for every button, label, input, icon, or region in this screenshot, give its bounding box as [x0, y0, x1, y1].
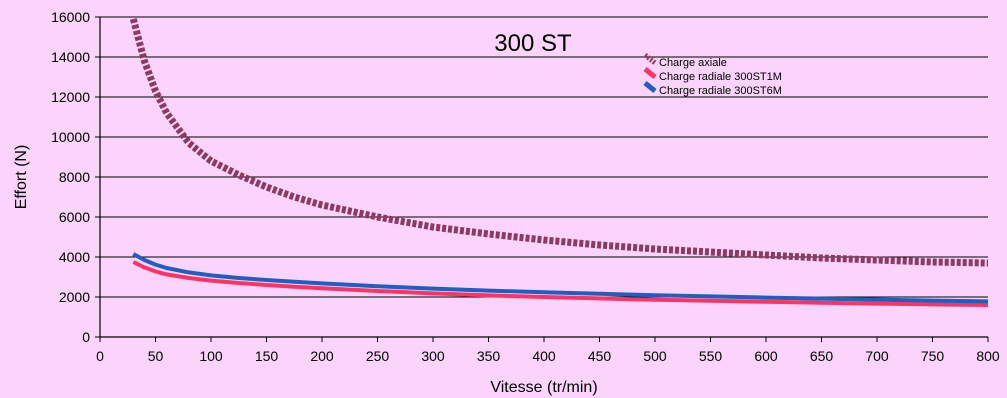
legend-swatch-3 — [643, 81, 657, 93]
x-tick-label: 50 — [148, 348, 164, 364]
legend-label-2: Charge radiale 300ST1M — [659, 71, 782, 83]
y-tick-label: 14000 — [51, 49, 90, 65]
y-tick-label: 10000 — [51, 129, 90, 145]
x-tick-label: 600 — [754, 348, 778, 364]
series-lines — [129, 18, 989, 307]
x-tick-label: 250 — [366, 348, 390, 364]
legend-swatch-1 — [643, 53, 657, 65]
y-tick-label: 4000 — [59, 249, 90, 265]
x-tick-label: 200 — [310, 348, 334, 364]
chart-title: 300 ST — [494, 30, 572, 57]
x-tick-label: 100 — [199, 348, 223, 364]
axes — [95, 16, 989, 342]
x-tick-label: 500 — [643, 348, 667, 364]
legend-label-1: Charge axiale — [659, 57, 727, 69]
y-tick-label: 2000 — [59, 289, 90, 305]
x-tick-label: 450 — [588, 348, 612, 364]
x-tick-label: 650 — [810, 348, 834, 364]
x-tick-label: 550 — [699, 348, 723, 364]
x-tick-label: 700 — [865, 348, 889, 364]
x-tick-label: 750 — [921, 348, 945, 364]
x-tick-label: 0 — [96, 348, 104, 364]
y-tick-label: 8000 — [59, 169, 90, 185]
x-tick-label: 400 — [532, 348, 556, 364]
x-tick-label: 300 — [421, 348, 445, 364]
y-tick-label: 12000 — [51, 89, 90, 105]
x-tick-label: 800 — [976, 348, 1000, 364]
y-tick-label: 6000 — [59, 209, 90, 225]
y-axis-title: Effort (N) — [13, 145, 30, 210]
x-tick-label: 150 — [255, 348, 279, 364]
series-line-3 — [132, 252, 989, 304]
series-line-2 — [132, 260, 989, 307]
legend-swatch-2 — [643, 67, 657, 79]
tick-labels: 0 2000 4000 6000 8000 10000 12000 14000 16000 0 50… — [51, 9, 1000, 364]
y-tick-label: 16000 — [51, 9, 90, 25]
legend-label-3: Charge radiale 300ST6M — [659, 85, 782, 97]
legend: Charge axiale Charge radiale 300ST1M Charg… — [643, 53, 782, 97]
y-tick-label: 0 — [82, 329, 90, 345]
x-axis-title: Vitesse (tr/min) — [490, 379, 597, 396]
x-tick-label: 350 — [477, 348, 501, 364]
